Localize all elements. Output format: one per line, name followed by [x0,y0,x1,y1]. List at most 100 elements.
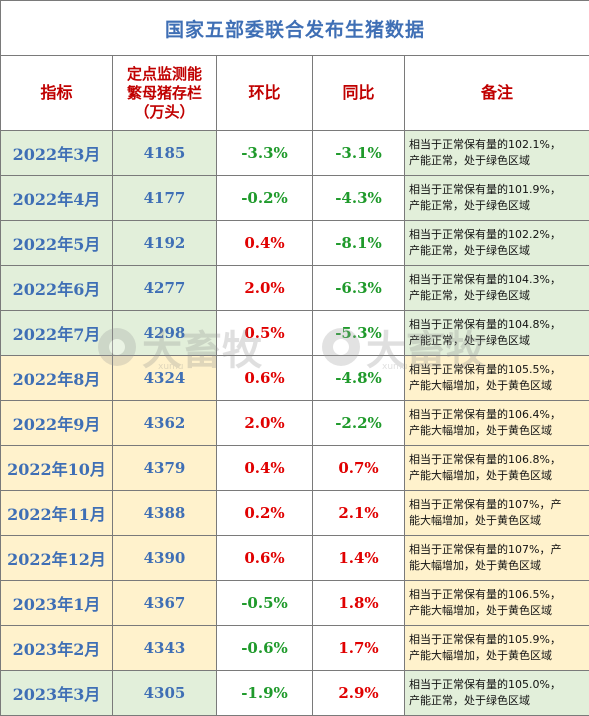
remark-line2: 产能大幅增加，处于黄色区域 [409,649,552,662]
cell-remark: 相当于正常保有量的104.8%， 产能正常，处于绿色区域 [404,310,589,356]
table-row: 2022年4月 4177 -0.2% -4.3% 相当于正常保有量的101.9%， 产能正… [0,175,589,221]
cell-mom: 2.0% [216,400,313,446]
remark-line1: 相当于正常保有量的104.8%， [409,318,561,331]
cell-remark: 相当于正常保有量的102.1%， 产能正常，处于绿色区域 [404,130,589,176]
remark-line1: 相当于正常保有量的105.0%， [409,678,561,691]
cell-mom: -0.5% [216,580,313,626]
cell-remark: 相当于正常保有量的106.8%， 产能大幅增加，处于黄色区域 [404,445,589,491]
cell-month: 2022年10月 [0,445,113,491]
table-row: 2022年10月 4379 0.4% 0.7% 相当于正常保有量的106.8%， 产能大幅… [0,445,589,491]
cell-sow-inventory: 4192 [112,220,217,266]
table-row: 2023年2月 4343 -0.6% 1.7% 相当于正常保有量的105.9%， 产能大幅… [0,625,589,671]
remark-line2: 产能正常，处于绿色区域 [409,694,530,707]
cell-month: 2022年7月 [0,310,113,356]
table-row: 2022年12月 4390 0.6% 1.4% 相当于正常保有量的107%，产 能大幅增加… [0,535,589,581]
cell-month: 2022年3月 [0,130,113,176]
cell-remark: 相当于正常保有量的105.5%， 产能大幅增加，处于黄色区域 [404,355,589,401]
remark-line2: 产能大幅增加，处于黄色区域 [409,469,552,482]
cell-month: 2023年1月 [0,580,113,626]
remark-line1: 相当于正常保有量的106.5%， [409,588,561,601]
header-sow-inventory-line1: 定点监测能 [126,64,202,83]
remark-line2: 产能大幅增加，处于黄色区域 [409,604,552,617]
table-row: 2022年3月 4185 -3.3% -3.1% 相当于正常保有量的102.1%， 产能正… [0,130,589,176]
remark-line1: 相当于正常保有量的105.5%， [409,363,561,376]
table-row: 2022年5月 4192 0.4% -8.1% 相当于正常保有量的102.2%， 产能正常… [0,220,589,266]
cell-month: 2022年8月 [0,355,113,401]
cell-remark: 相当于正常保有量的106.5%， 产能大幅增加，处于黄色区域 [404,580,589,626]
cell-yoy: -3.1% [312,130,405,176]
cell-month: 2022年6月 [0,265,113,311]
cell-remark: 相当于正常保有量的101.9%， 产能正常，处于绿色区域 [404,175,589,221]
remark-line1: 相当于正常保有量的106.8%， [409,453,561,466]
cell-yoy: 2.1% [312,490,405,536]
cell-sow-inventory: 4277 [112,265,217,311]
remark-line2: 产能正常，处于绿色区域 [409,154,530,167]
remark-line1: 相当于正常保有量的105.9%， [409,633,561,646]
cell-sow-inventory: 4367 [112,580,217,626]
cell-sow-inventory: 4388 [112,490,217,536]
table-row: 2022年8月 4324 0.6% -4.8% 相当于正常保有量的105.5%， 产能大幅… [0,355,589,401]
cell-remark: 相当于正常保有量的107%，产 能大幅增加，处于黄色区域 [404,535,589,581]
header-indicator: 指标 [0,55,113,131]
cell-yoy: 1.7% [312,625,405,671]
cell-remark: 相当于正常保有量的105.9%， 产能大幅增加，处于黄色区域 [404,625,589,671]
cell-month: 2023年3月 [0,670,113,716]
remark-line2: 产能正常，处于绿色区域 [409,289,530,302]
table-row: 2022年7月 4298 0.5% -5.3% 相当于正常保有量的104.8%， 产能正常… [0,310,589,356]
cell-mom: 0.2% [216,490,313,536]
cell-yoy: -4.8% [312,355,405,401]
cell-mom: 2.0% [216,265,313,311]
cell-month: 2023年2月 [0,625,113,671]
cell-yoy: -6.3% [312,265,405,311]
cell-mom: -1.9% [216,670,313,716]
header-sow-inventory-line3: （万头） [134,102,195,121]
cell-sow-inventory: 4298 [112,310,217,356]
remark-line1: 相当于正常保有量的106.4%， [409,408,561,421]
table-row: 2023年1月 4367 -0.5% 1.8% 相当于正常保有量的106.5%， 产能大幅… [0,580,589,626]
header-sow-inventory-line2: 繁母猪存栏 [126,83,202,102]
cell-yoy: 1.8% [312,580,405,626]
cell-month: 2022年4月 [0,175,113,221]
remark-line1: 相当于正常保有量的102.1%， [409,138,561,151]
header-remark: 备注 [404,55,589,131]
cell-yoy: -4.3% [312,175,405,221]
cell-remark: 相当于正常保有量的104.3%， 产能正常，处于绿色区域 [404,265,589,311]
cell-yoy: -2.2% [312,400,405,446]
cell-mom: 0.6% [216,535,313,581]
cell-yoy: -5.3% [312,310,405,356]
cell-sow-inventory: 4185 [112,130,217,176]
table-row: 2023年3月 4305 -1.9% 2.9% 相当于正常保有量的105.0%， 产能正常… [0,670,589,716]
cell-remark: 相当于正常保有量的102.2%， 产能正常，处于绿色区域 [404,220,589,266]
cell-mom: 0.5% [216,310,313,356]
table-row: 2022年6月 4277 2.0% -6.3% 相当于正常保有量的104.3%， 产能正常… [0,265,589,311]
cell-mom: -0.2% [216,175,313,221]
remark-line2: 产能正常，处于绿色区域 [409,334,530,347]
cell-yoy: 2.9% [312,670,405,716]
remark-line2: 产能正常，处于绿色区域 [409,244,530,257]
cell-month: 2022年5月 [0,220,113,266]
cell-month: 2022年9月 [0,400,113,446]
cell-sow-inventory: 4177 [112,175,217,221]
remark-line2: 产能大幅增加，处于黄色区域 [409,379,552,392]
table-title: 国家五部委联合发布生猪数据 [0,0,589,56]
remark-line2: 产能正常，处于绿色区域 [409,199,530,212]
cell-sow-inventory: 4305 [112,670,217,716]
cell-mom: 0.6% [216,355,313,401]
table-row: 2022年9月 4362 2.0% -2.2% 相当于正常保有量的106.4%， 产能大幅… [0,400,589,446]
remark-line1: 相当于正常保有量的102.2%， [409,228,561,241]
table-row: 2022年11月 4388 0.2% 2.1% 相当于正常保有量的107%，产 能大幅增加… [0,490,589,536]
cell-remark: 相当于正常保有量的105.0%， 产能正常，处于绿色区域 [404,670,589,716]
cell-mom: -3.3% [216,130,313,176]
cell-mom: 0.4% [216,220,313,266]
cell-yoy: 1.4% [312,535,405,581]
remark-line2: 能大幅增加，处于黄色区域 [409,514,541,527]
cell-month: 2022年11月 [0,490,113,536]
cell-sow-inventory: 4362 [112,400,217,446]
cell-sow-inventory: 4379 [112,445,217,491]
header-yoy: 同比 [312,55,405,131]
cell-remark: 相当于正常保有量的107%，产 能大幅增加，处于黄色区域 [404,490,589,536]
cell-yoy: -8.1% [312,220,405,266]
header-sow-inventory: 定点监测能 繁母猪存栏 （万头） [112,55,217,131]
